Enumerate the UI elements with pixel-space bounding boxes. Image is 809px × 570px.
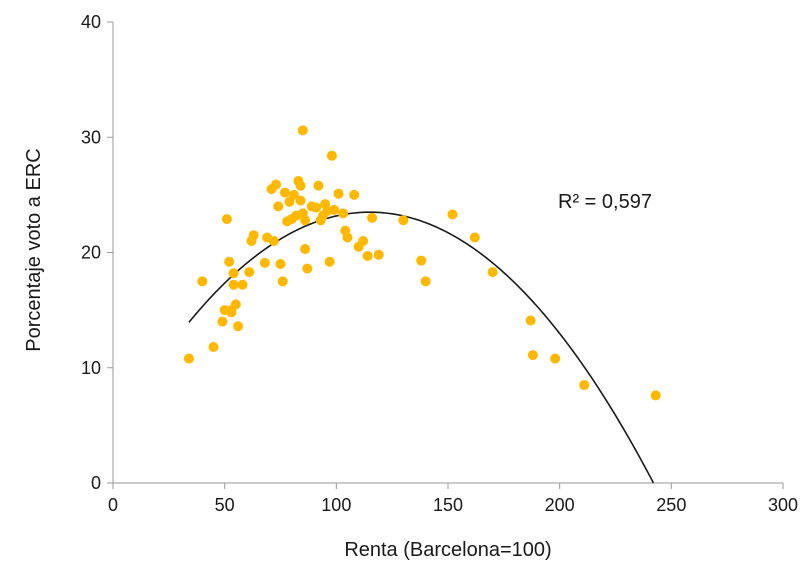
y-tick-label: 0 — [91, 473, 101, 493]
data-point — [288, 189, 299, 200]
data-point — [311, 202, 322, 213]
data-point — [650, 390, 661, 401]
data-point — [362, 250, 373, 261]
data-point — [208, 342, 219, 353]
data-point — [447, 209, 458, 220]
data-point — [279, 187, 290, 198]
data-point — [313, 180, 324, 191]
y-tick-label: 10 — [81, 358, 101, 378]
y-axis-title: Porcentaje voto a ERC — [23, 148, 45, 351]
data-point — [469, 232, 480, 243]
axes — [112, 22, 783, 484]
data-point — [230, 299, 241, 310]
data-point — [248, 230, 259, 241]
y-ticks: 0 10 20 30 40 — [81, 12, 113, 493]
x-tick-label: 150 — [433, 495, 463, 515]
data-point — [275, 259, 286, 270]
r-squared-label: R² = 0,597 — [558, 191, 652, 213]
data-point — [183, 353, 194, 364]
data-point — [416, 255, 427, 266]
data-point — [550, 353, 561, 364]
data-point — [277, 276, 288, 287]
data-point — [302, 263, 313, 274]
data-point — [324, 256, 335, 267]
data-point — [373, 249, 384, 260]
data-point — [244, 267, 255, 278]
data-point — [197, 276, 208, 287]
data-point — [237, 279, 248, 290]
data-point — [527, 350, 538, 361]
data-point — [300, 244, 311, 255]
data-points — [183, 125, 661, 401]
data-point — [300, 215, 311, 226]
data-point — [525, 315, 536, 326]
x-tick-label: 200 — [545, 495, 575, 515]
x-tick-label: 0 — [108, 495, 118, 515]
data-point — [326, 150, 337, 161]
data-point — [420, 276, 431, 287]
data-point — [268, 235, 279, 246]
data-point — [271, 179, 282, 190]
data-point — [273, 201, 284, 212]
x-ticks: 0 50 100 150 200 250 300 — [108, 483, 798, 515]
data-point — [349, 189, 360, 200]
data-point — [333, 188, 344, 199]
data-point — [358, 235, 369, 246]
data-point — [217, 316, 228, 327]
data-point — [295, 195, 306, 206]
data-point — [579, 380, 590, 391]
y-tick-label: 40 — [81, 12, 101, 32]
data-point — [228, 279, 239, 290]
x-axis-title: Renta (Barcelona=100) — [344, 539, 551, 561]
data-point — [342, 232, 353, 243]
data-point — [233, 321, 244, 332]
data-point — [398, 215, 409, 226]
data-point — [295, 180, 306, 191]
data-point — [338, 208, 349, 219]
data-point — [329, 204, 340, 215]
data-point — [297, 125, 308, 136]
y-tick-label: 20 — [81, 243, 101, 263]
x-tick-label: 250 — [656, 495, 686, 515]
trend-line — [188, 211, 655, 484]
data-point — [487, 267, 498, 278]
x-tick-label: 50 — [215, 495, 235, 515]
x-tick-label: 100 — [321, 495, 351, 515]
data-point — [367, 212, 378, 223]
data-point — [224, 256, 235, 267]
y-tick-label: 30 — [81, 127, 101, 147]
data-point — [228, 268, 239, 279]
x-tick-label: 300 — [768, 495, 798, 515]
data-point — [221, 214, 232, 225]
data-point — [259, 257, 270, 268]
